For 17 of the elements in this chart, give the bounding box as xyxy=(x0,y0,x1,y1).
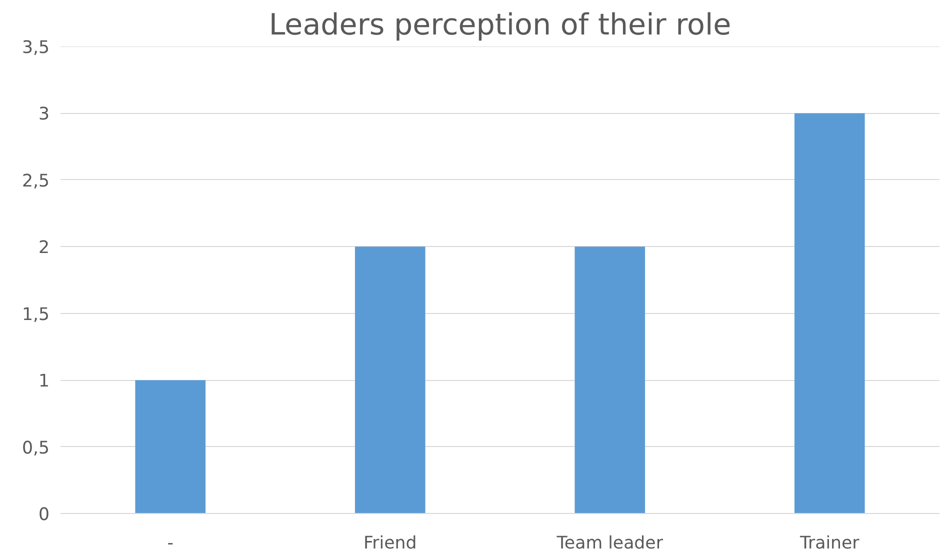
y-tick-label: 1 xyxy=(38,372,50,392)
y-tick-label: 1,5 xyxy=(22,304,50,325)
bar xyxy=(574,246,646,514)
y-tick-label: 3 xyxy=(38,104,50,125)
y-tick-label: 3,5 xyxy=(22,38,50,58)
bar xyxy=(135,380,206,514)
y-tick-label: 2 xyxy=(38,238,50,258)
x-tick-label: Team leader xyxy=(556,534,664,554)
y-tick-label: 0,5 xyxy=(22,438,50,458)
x-tick-label: Friend xyxy=(363,534,417,554)
bar xyxy=(794,113,865,514)
x-tick-label: - xyxy=(167,534,174,554)
y-tick-label: 2,5 xyxy=(22,171,50,192)
bar xyxy=(354,246,426,514)
x-tick-label: Trainer xyxy=(798,534,860,554)
y-tick-label: 0 xyxy=(38,505,50,525)
chart-title: Leaders perception of their role xyxy=(268,8,732,42)
